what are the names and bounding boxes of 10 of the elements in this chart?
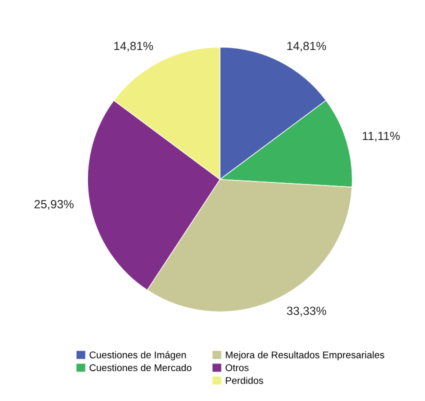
legend-label: Cuestiones de Mercado [90, 364, 192, 372]
data-label: 11,11% [362, 132, 400, 142]
data-label: 14,81% [114, 42, 154, 52]
data-label: 14,81% [287, 42, 326, 52]
data-label: 25,93% [34, 200, 74, 210]
legend-label: Otros [226, 364, 249, 372]
legend-label: Cuestiones de Imágen [90, 351, 186, 360]
legend-label: Perdidos [226, 376, 264, 384]
legend-label: Mejora de Resultados Empresariales [226, 351, 384, 360]
data-label: 33,33% [286, 306, 326, 316]
